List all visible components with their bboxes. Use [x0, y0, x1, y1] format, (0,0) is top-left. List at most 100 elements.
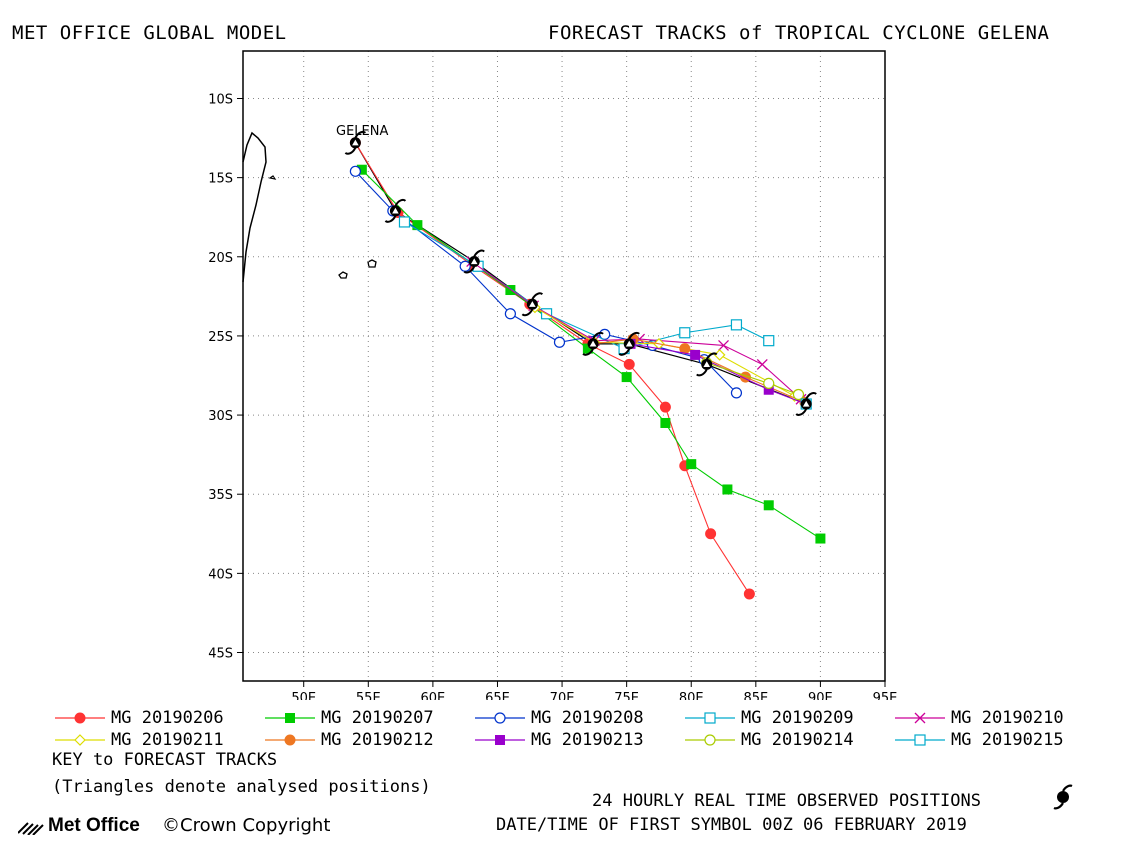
track-line: [354, 170, 737, 394]
legend-marker: [914, 712, 926, 724]
track-marker: [660, 417, 671, 428]
observed-position-cyclone-icon: [344, 130, 367, 155]
legend-symbol: [475, 712, 525, 724]
legend-symbol: [685, 734, 735, 746]
y-tick-label: 30S: [208, 409, 233, 424]
analysed-triangle: [702, 359, 712, 368]
met-office-swoosh-icon: [17, 819, 46, 836]
legend-symbol: [895, 712, 945, 724]
forecast-track-mg-20190208: [349, 165, 743, 399]
track-marker: [553, 336, 566, 348]
forecast-track-mg-20190210: [466, 256, 807, 405]
legend-label: MG 20190213: [531, 730, 644, 750]
track-marker: [412, 220, 423, 231]
x-tick-label: 80E: [679, 691, 704, 700]
track-marker: [705, 528, 717, 540]
triangle-note: (Triangles denote analysed positions): [52, 777, 431, 797]
legend-item: MG 20190209: [685, 708, 854, 728]
legend-label: MG 20190209: [741, 708, 854, 728]
forecast-track-mg-20190209: [398, 216, 775, 355]
track-marker: [679, 327, 691, 339]
track-marker: [763, 384, 774, 395]
legend-symbol: [55, 712, 105, 724]
legend-label: MG 20190207: [321, 708, 434, 728]
copyright: ©Crown Copyright: [162, 815, 331, 836]
observed-position-cyclone-icon: [582, 331, 604, 356]
track-marker: [686, 459, 697, 470]
legend-item: MG 20190214: [685, 730, 854, 750]
observed-note: 24 HOURLY REAL TIME OBSERVED POSITIONS: [592, 791, 981, 811]
legend-marker: [494, 712, 506, 724]
track-marker: [730, 319, 743, 331]
legend-label: MG 20190215: [951, 730, 1064, 750]
analysed-triangle: [469, 256, 479, 265]
observed-position-cyclone-icon: [384, 198, 407, 223]
legend-label: MG 20190210: [951, 708, 1064, 728]
legend-label: MG 20190214: [741, 730, 854, 750]
key-line: KEY to FORECAST TRACKS: [52, 750, 278, 770]
y-tick-label: 25S: [208, 330, 233, 345]
legend-marker: [285, 713, 295, 723]
observed-position-cyclone-icon: [696, 352, 718, 377]
cyclone-arms: [463, 249, 485, 274]
track-marker: [623, 358, 635, 370]
track-marker: [356, 164, 367, 175]
observed-position-cyclone-icon: [463, 249, 485, 274]
legend-symbol: [55, 734, 105, 746]
track-line: [471, 261, 802, 400]
legend-label: MG 20190206: [111, 708, 224, 728]
forecast-track-mg-20190206: [349, 137, 755, 600]
track-marker: [621, 372, 632, 383]
met-office-logo-text: Met Office: [48, 815, 140, 836]
legend-item: MG 20190208: [475, 708, 644, 728]
met-office-logo: Met Office: [17, 815, 140, 837]
landmass: [242, 131, 377, 283]
observed-position-cyclone-icon: [795, 392, 817, 416]
y-tick-label: 10S: [208, 92, 233, 107]
track-marker: [505, 285, 516, 296]
track-line: [706, 362, 799, 396]
observed-position-cyclone-icon: [521, 292, 544, 317]
observed-positions: [344, 130, 817, 416]
cyclone-arms: [696, 352, 718, 377]
legend-item: MG 20190210: [895, 708, 1064, 728]
legend-item: MG 20190215: [895, 730, 1064, 750]
observed-position-cyclone-icon: [618, 331, 640, 356]
track-marker: [690, 349, 701, 360]
legend-marker: [284, 734, 296, 746]
x-tick-label: 70E: [550, 691, 575, 700]
track-line: [354, 142, 750, 595]
y-tick-label: 40S: [208, 567, 233, 582]
cyclone-symbol-icon: [1053, 784, 1073, 810]
analysed-triangle: [588, 339, 598, 348]
legend-marker: [704, 712, 716, 724]
y-tick-label: 15S: [208, 172, 233, 187]
legend-symbol: [685, 712, 735, 724]
track-marker: [718, 339, 729, 351]
track-line: [361, 169, 821, 540]
x-tick-label: 95E: [873, 691, 898, 700]
track-marker: [459, 260, 471, 272]
legend-item: MG 20190212: [265, 730, 434, 750]
cyclone-arms: [618, 331, 640, 356]
rodrigues-island: [268, 175, 277, 180]
track-marker: [743, 588, 755, 600]
legend-symbol: [265, 713, 315, 723]
x-tick-label: 75E: [614, 691, 639, 700]
track-marker: [504, 308, 516, 320]
legend-item: MG 20190206: [55, 708, 224, 728]
track-marker: [763, 377, 775, 390]
legend-marker: [704, 734, 716, 746]
madagascar-coast: [242, 131, 267, 283]
x-tick-label: 65E: [485, 691, 510, 700]
axis-ticks: 50E 55E 60E 65E 70E 75E 80E 85E 90E 95E 10S 15S 20S 2…: [208, 92, 897, 700]
forecast-tracks: [349, 137, 826, 600]
legend-symbol: [895, 734, 945, 746]
left-title: MET OFFICE GLOBAL MODEL: [12, 22, 287, 44]
grid-lines: [243, 51, 885, 681]
y-tick-label: 45S: [208, 647, 233, 662]
track-marker: [763, 335, 775, 347]
x-tick-label: 60E: [421, 691, 446, 700]
x-tick-label: 90E: [808, 691, 833, 700]
analysed-triangle: [390, 206, 401, 215]
